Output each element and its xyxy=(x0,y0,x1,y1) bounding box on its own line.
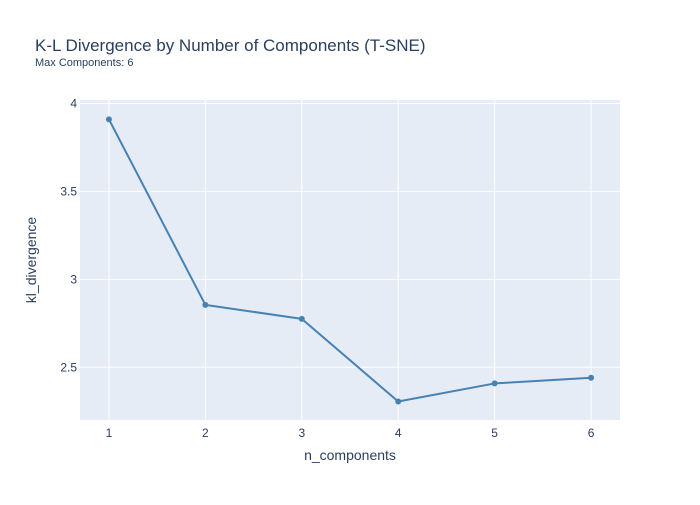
grid-layer xyxy=(80,100,620,420)
data-point[interactable] xyxy=(491,380,498,387)
y-tick-label: 3 xyxy=(70,272,77,286)
series-line xyxy=(108,118,592,403)
data-point[interactable] xyxy=(105,116,112,123)
y-axis-label: kl_divergence xyxy=(23,217,39,304)
data-point[interactable] xyxy=(395,398,402,405)
x-tick-label: 4 xyxy=(395,426,402,440)
x-axis-ticks: 1 2 3 4 5 6 xyxy=(106,426,595,440)
data-point[interactable] xyxy=(298,315,305,322)
x-tick-label: 5 xyxy=(491,426,498,440)
data-point[interactable] xyxy=(588,374,595,381)
series-layer xyxy=(105,116,595,405)
y-tick-label: 2.5 xyxy=(60,360,77,374)
y-tick-label: 3.5 xyxy=(60,184,77,198)
y-tick-label: 4 xyxy=(70,97,77,111)
x-tick-label: 2 xyxy=(202,426,209,440)
x-tick-label: 1 xyxy=(106,426,113,440)
x-tick-label: 6 xyxy=(588,426,595,440)
chart-subtitle: Max Components: 6 xyxy=(35,57,133,69)
y-axis-ticks: 2.5 3 3.5 4 xyxy=(60,97,77,375)
chart-title: K-L Divergence by Number of Components (… xyxy=(35,36,426,55)
x-tick-label: 3 xyxy=(298,426,305,440)
data-point[interactable] xyxy=(202,301,209,308)
plot-area xyxy=(80,100,620,420)
x-axis-label: n_components xyxy=(304,447,396,463)
